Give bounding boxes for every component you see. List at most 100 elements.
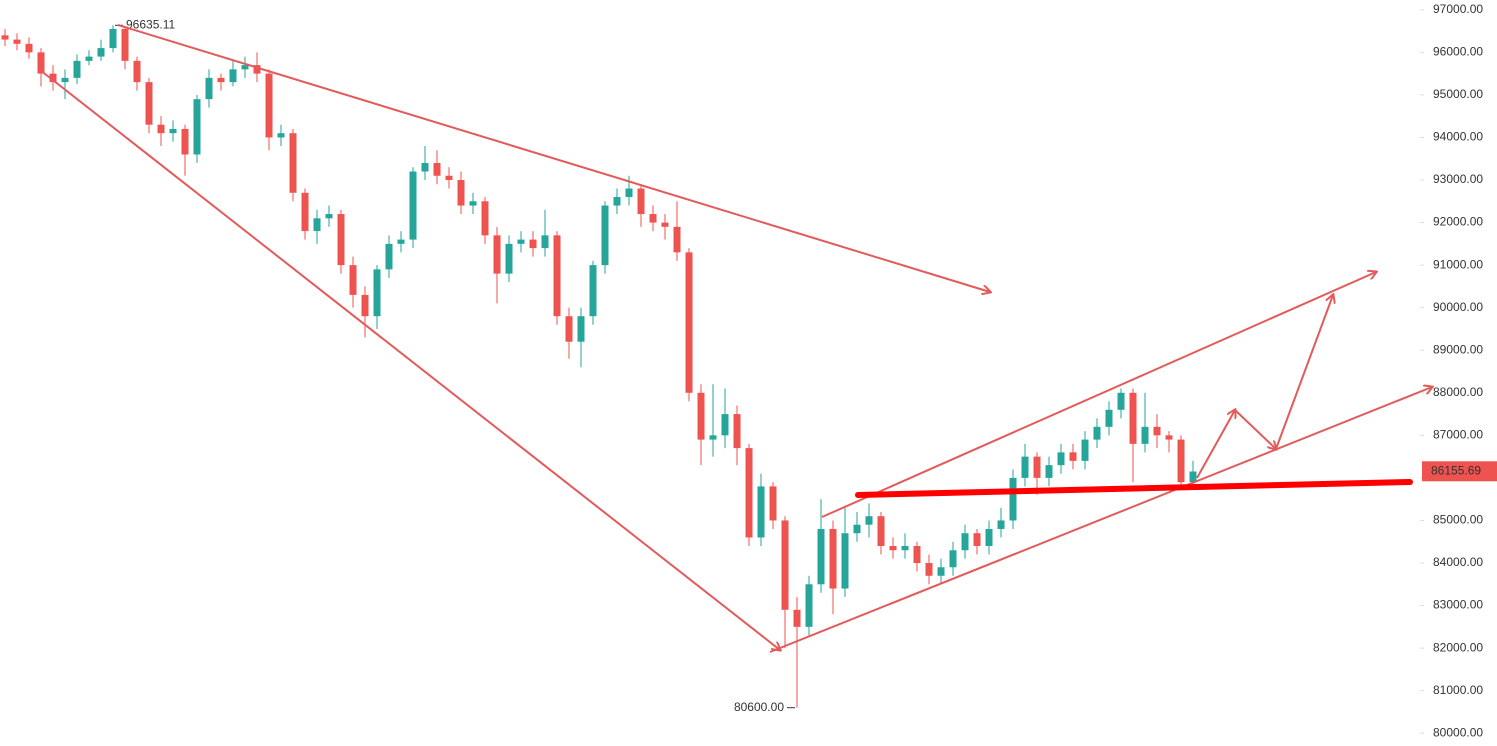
candle-body	[205, 77, 213, 100]
candle-body	[13, 39, 21, 44]
trend-line	[39, 69, 780, 650]
candle-body	[289, 133, 297, 193]
y-tick-label: 97000.00	[1433, 2, 1483, 16]
y-tick-label: 96000.00	[1433, 45, 1483, 59]
y-tick-label: 92000.00	[1433, 215, 1483, 229]
candle-body	[229, 69, 237, 83]
candle-body	[301, 192, 309, 232]
candle-body	[913, 545, 921, 564]
candle-body	[385, 243, 393, 270]
candle-body	[469, 201, 477, 206]
projection	[1275, 295, 1333, 450]
candle-body	[541, 235, 549, 249]
candle-body	[241, 65, 249, 70]
y-tick-label: 87000.00	[1433, 428, 1483, 442]
candle-body	[265, 73, 273, 138]
candle-body	[25, 43, 33, 53]
candle-body	[349, 265, 357, 295]
candle-body	[1093, 426, 1101, 440]
candle-body	[793, 609, 801, 627]
candle-body	[1105, 409, 1113, 427]
y-tick-label: 94000.00	[1433, 130, 1483, 144]
candle-body	[589, 265, 597, 317]
candle-body	[313, 218, 321, 232]
candle-body	[601, 205, 609, 266]
candle-body	[1141, 426, 1149, 444]
annotation-label: 96635.11	[126, 17, 175, 31]
y-tick-label: 82000.00	[1433, 640, 1483, 654]
candle-body	[733, 414, 741, 449]
candle-body	[901, 545, 909, 551]
candle-body	[1, 35, 9, 40]
candle-body	[817, 528, 825, 585]
projection	[1196, 410, 1235, 479]
candle-body	[49, 73, 57, 83]
candle-body	[925, 563, 933, 576]
candle-body	[481, 201, 489, 236]
candle-body	[73, 60, 81, 78]
candle-body	[1069, 452, 1077, 461]
candle-body	[709, 435, 717, 440]
candle-body	[805, 584, 813, 627]
candle-body	[457, 180, 465, 206]
candle-body	[1021, 456, 1029, 478]
candle-body	[169, 128, 177, 134]
support-line	[855, 479, 1413, 498]
candle-body	[1153, 426, 1161, 436]
candle-body	[757, 486, 765, 538]
candle-body	[769, 486, 777, 521]
candle-body	[829, 528, 837, 589]
candle-body	[937, 567, 945, 576]
candle-body	[697, 392, 705, 440]
candle-body	[445, 175, 453, 181]
candle-body	[1189, 471, 1197, 483]
candle-body	[997, 520, 1005, 529]
drawings	[39, 24, 1432, 653]
candle-body	[157, 124, 165, 134]
projection	[1234, 409, 1276, 449]
candle-body	[565, 316, 573, 342]
candle-body	[133, 60, 141, 83]
y-tick-label: 88000.00	[1433, 385, 1483, 399]
y-tick-label: 89000.00	[1433, 342, 1483, 356]
candle-body	[337, 214, 345, 266]
y-tick-label: 80000.00	[1433, 725, 1483, 739]
last-price-label: 86155.69	[1431, 463, 1481, 477]
y-tick-label: 95000.00	[1433, 87, 1483, 101]
candle-body	[145, 82, 153, 125]
price-axis: 80000.00 81000.00 82000.00 83000.00 84000.00…	[1420, 2, 1497, 739]
last-price-box	[1422, 461, 1497, 482]
candle-body	[1045, 465, 1053, 478]
candle-body	[505, 243, 513, 274]
candle-body	[961, 533, 969, 551]
candle-body	[121, 28, 129, 61]
candle-body	[1081, 439, 1089, 461]
candle-body	[661, 222, 669, 227]
candle-body	[217, 77, 225, 83]
y-tick-label: 90000.00	[1433, 300, 1483, 314]
candle-body	[325, 214, 333, 219]
candle-body	[193, 99, 201, 155]
candle-body	[865, 516, 873, 525]
candle-body	[577, 316, 585, 342]
candle-body	[649, 214, 657, 223]
y-tick-label: 83000.00	[1433, 598, 1483, 612]
candles: 96635.11 80600.00	[1, 17, 1197, 714]
candle-body	[277, 133, 285, 138]
candle-body	[517, 239, 525, 244]
candle-body	[253, 65, 261, 74]
candle-body	[613, 197, 621, 206]
candle-body	[85, 56, 93, 61]
y-tick-label: 93000.00	[1433, 172, 1483, 186]
y-tick-label: 91000.00	[1433, 257, 1483, 271]
candle-body	[37, 52, 45, 74]
channel-line	[821, 272, 1376, 518]
candle-body	[985, 528, 993, 546]
candle-body	[625, 188, 633, 198]
candle-body	[61, 77, 69, 83]
candle-body	[1009, 477, 1017, 521]
candle-body	[637, 188, 645, 215]
candle-body	[397, 239, 405, 244]
candle-body	[673, 226, 681, 253]
